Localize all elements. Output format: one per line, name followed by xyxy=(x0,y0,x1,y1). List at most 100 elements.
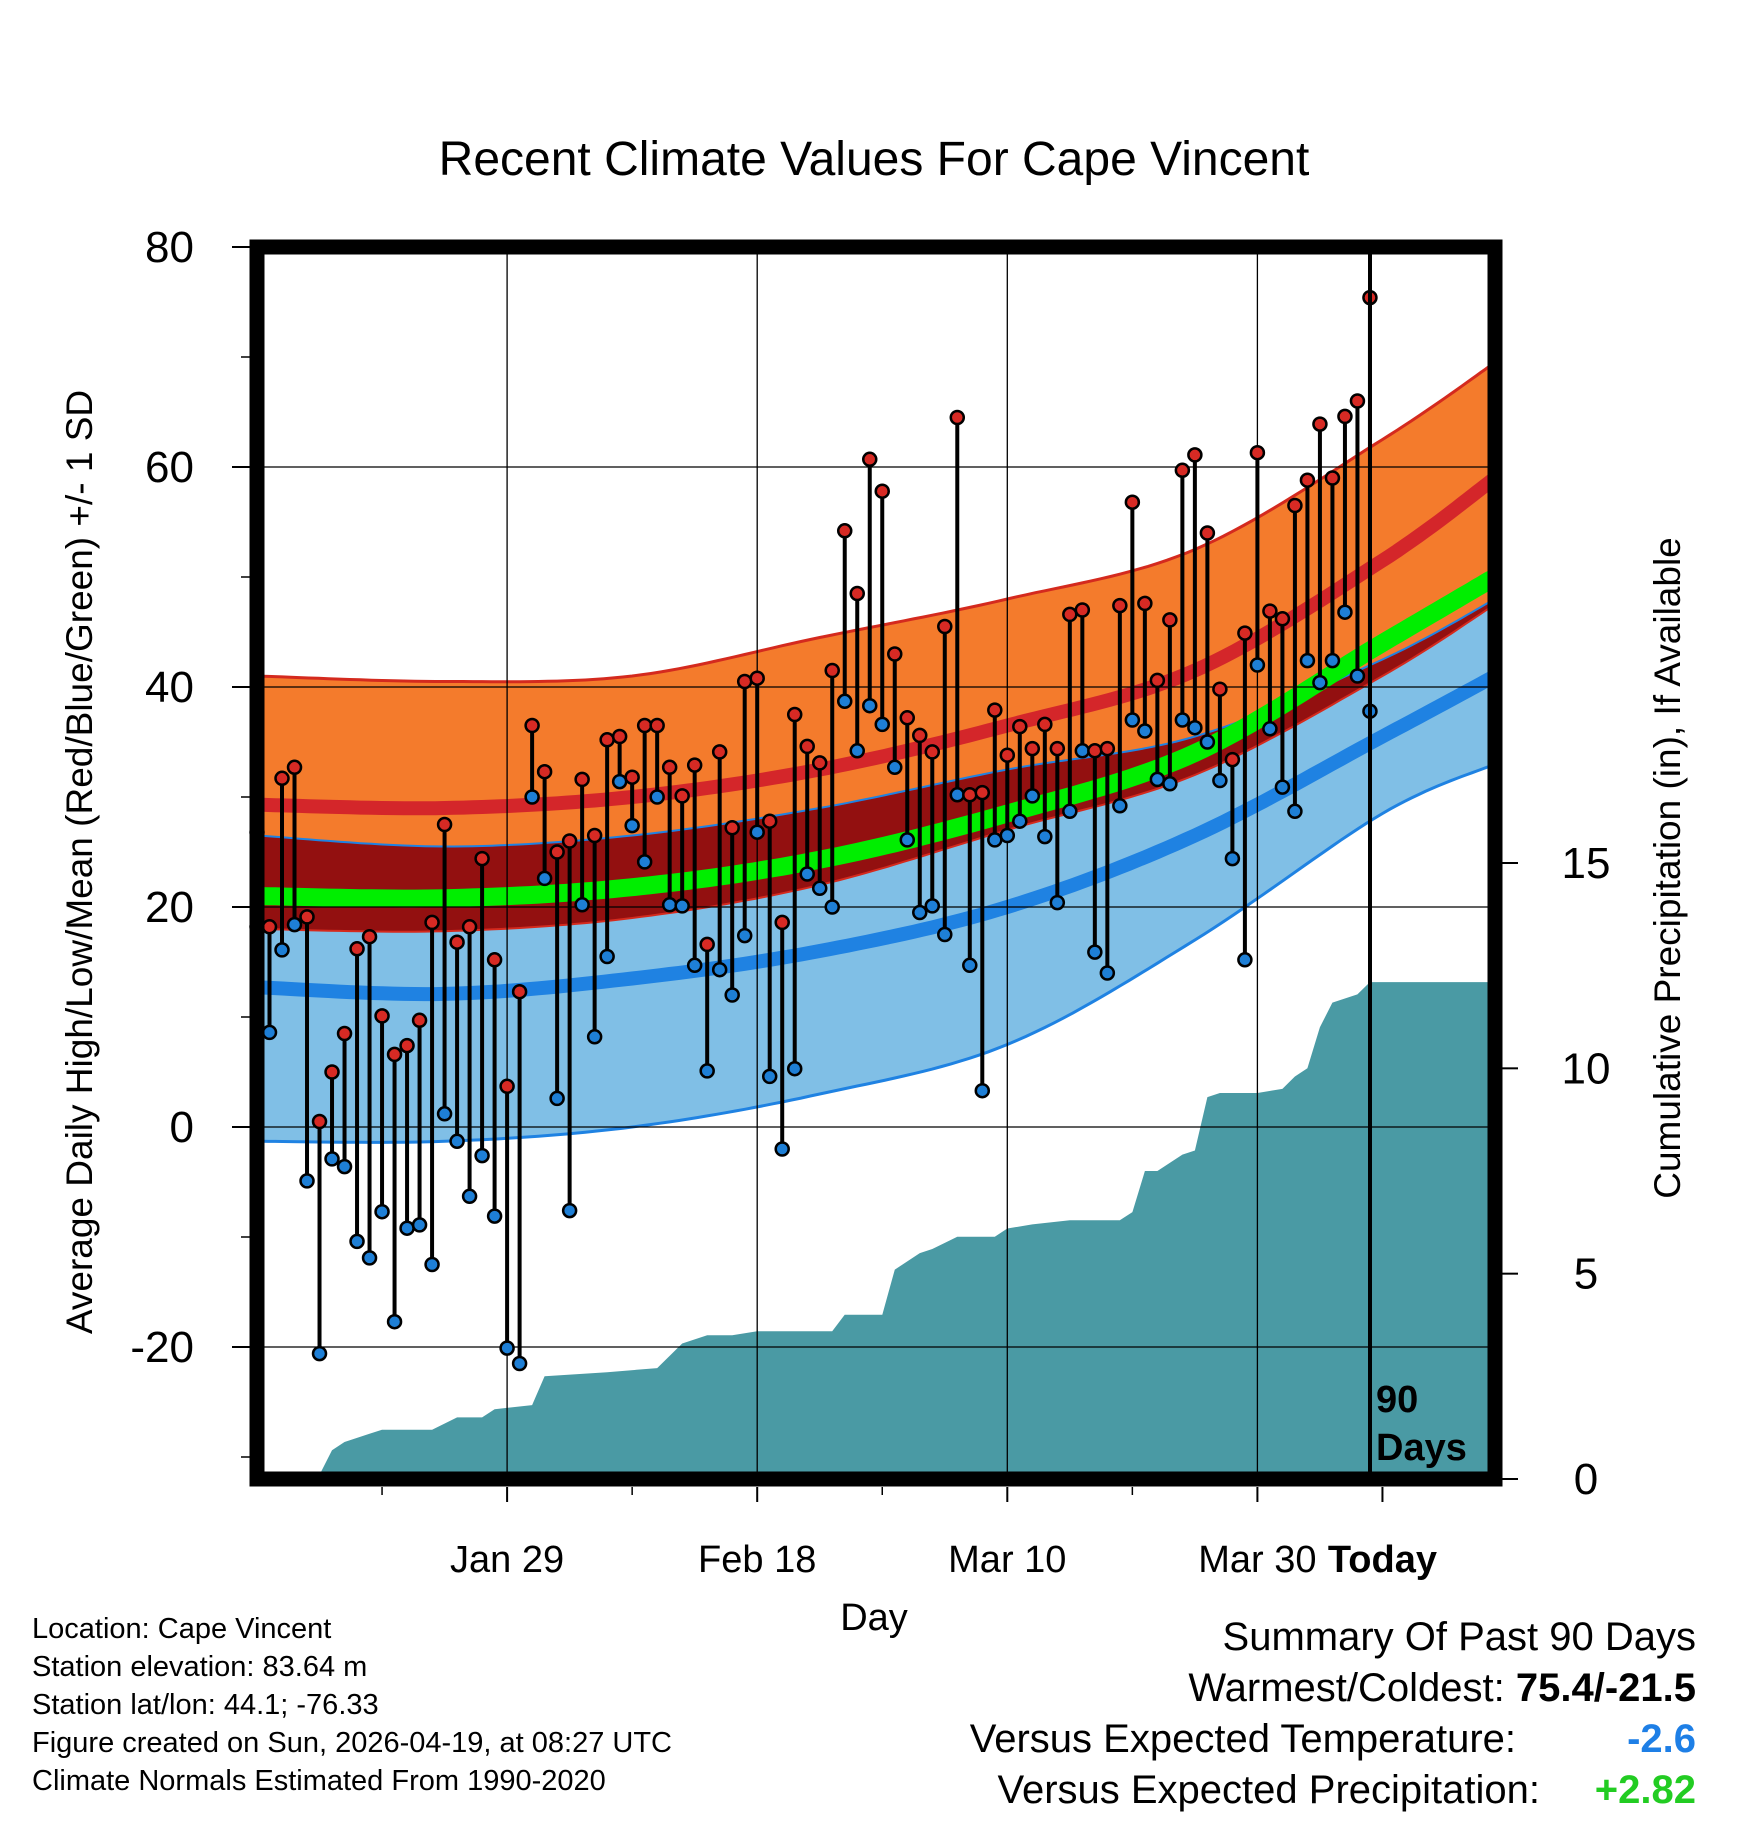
axes: 80 60 40 20 0 -20 0 5 10 15 Jan 29 Feb 18 Mar 10 Mar … xyxy=(130,223,1610,1581)
daily-low-point xyxy=(461,1188,478,1205)
daily-low-point xyxy=(661,897,678,913)
y2-tick-label: 0 xyxy=(1574,1455,1598,1504)
daily-low-point xyxy=(436,1106,453,1122)
daily-high-point xyxy=(474,850,490,867)
daily-low-point xyxy=(999,827,1016,844)
daily-low-point xyxy=(1049,894,1066,911)
daily-low-point xyxy=(962,957,978,974)
daily-high-point xyxy=(761,813,778,829)
daily-high-point xyxy=(674,788,690,804)
daily-high-point xyxy=(461,919,478,935)
daily-high-point xyxy=(411,1012,428,1029)
daily-high-point xyxy=(724,820,740,836)
daily-high-point xyxy=(987,702,1003,718)
daily-low-point xyxy=(824,899,840,915)
temp-anomaly-value: -2.6 xyxy=(1627,1717,1696,1761)
warmest-coldest-value: 75.4/-21.5 xyxy=(1515,1666,1696,1710)
daily-low-point xyxy=(549,1090,565,1107)
daily-high-point xyxy=(611,728,628,745)
daily-high-point xyxy=(636,717,653,734)
daily-low-point xyxy=(987,832,1003,848)
y-tick-label: 0 xyxy=(170,1103,194,1152)
daily-high-point xyxy=(574,771,590,788)
daily-high-point xyxy=(774,914,790,931)
elevation-text: Station elevation: 83.64 m xyxy=(32,1651,368,1683)
daily-high-point xyxy=(486,952,503,968)
daily-high-point xyxy=(962,787,978,803)
precipitation-area xyxy=(257,982,1495,1479)
daily-high-point xyxy=(511,983,528,1000)
daily-high-point xyxy=(336,1025,353,1042)
chart-title: Recent Climate Values For Cape Vincent xyxy=(439,133,1310,186)
daily-low-point xyxy=(536,870,553,887)
mean-overlap-band xyxy=(257,599,1495,932)
daily-high-point xyxy=(1149,672,1166,689)
daily-high-point xyxy=(836,523,853,539)
x-tick-label: Mar 30 xyxy=(1198,1539,1316,1581)
daily-high-point xyxy=(299,909,315,925)
temp-anomaly-row: Versus Expected Temperature: -2.6 xyxy=(970,1714,1696,1765)
daily-high-point xyxy=(824,662,840,679)
daily-high-point xyxy=(1062,606,1078,623)
daily-low-point xyxy=(736,927,753,944)
daily-high-point xyxy=(599,732,615,748)
daily-low-point xyxy=(836,693,853,710)
y-axis-label: Average Daily High/Low/Mean (Red/Blue/Gr… xyxy=(59,390,100,1334)
y2-tick-label: 15 xyxy=(1562,839,1611,888)
y-tick-label: -20 xyxy=(130,1323,194,1372)
x-tick-label: Feb 18 xyxy=(698,1539,816,1581)
daily-low-point xyxy=(524,789,540,805)
daily-low-point xyxy=(686,957,703,974)
daily-low-point xyxy=(949,787,966,803)
daily-high-point xyxy=(736,673,753,690)
daily-high-point xyxy=(861,451,878,468)
daily-low-point xyxy=(761,1068,778,1085)
daily-low-point xyxy=(624,817,640,834)
daily-low-point xyxy=(1224,850,1241,867)
daily-low-point xyxy=(699,1063,715,1079)
daily-low-point xyxy=(499,1340,515,1356)
daily-low-point xyxy=(799,866,815,882)
daily-low-point xyxy=(1199,734,1216,750)
daily-high-point xyxy=(1124,494,1141,510)
daily-high-point xyxy=(999,747,1016,763)
x-axis-label: Day xyxy=(840,1597,908,1639)
daily-high-point xyxy=(849,585,865,602)
daily-high-point xyxy=(1249,444,1266,461)
daily-high-point xyxy=(536,763,553,780)
daily-high-point xyxy=(699,936,715,953)
daily-high-point xyxy=(924,744,941,760)
daily-high-point xyxy=(874,483,891,499)
daily-high-point xyxy=(711,744,728,760)
daily-high-point xyxy=(1337,408,1353,425)
daily-low-point xyxy=(1212,772,1228,789)
daily-low-point xyxy=(674,898,690,914)
daily-low-point xyxy=(1249,657,1266,673)
low-normal-line xyxy=(256,669,1497,1002)
daily-low-point xyxy=(786,1060,803,1077)
precip-anomaly-value: +2.82 xyxy=(1594,1768,1696,1812)
daily-low-point xyxy=(974,1082,991,1099)
daily-high-point xyxy=(1174,462,1191,479)
warmest-coldest-row: Warmest/Coldest: 75.4/-21.5 xyxy=(970,1663,1696,1714)
daily-high-point xyxy=(1324,470,1341,486)
daily-low-point xyxy=(861,697,878,714)
station-info: Location: Cape Vincent Station elevation… xyxy=(32,1610,672,1800)
daily-low-point xyxy=(574,897,590,913)
daily-low-point xyxy=(511,1355,528,1372)
daily-high-point xyxy=(937,618,953,635)
daily-high-point xyxy=(424,914,440,931)
daily-high-point xyxy=(686,757,703,773)
y2-axis-label: Cumulative Precipitation (in), If Availa… xyxy=(1647,537,1688,1199)
daily-high-point xyxy=(887,646,903,662)
x-tick-label: Jan 29 xyxy=(450,1539,564,1581)
daily-low-point xyxy=(1037,828,1053,845)
today-label-days-count: 90 xyxy=(1376,1379,1418,1421)
daily-low-point xyxy=(749,824,765,840)
daily-high-point xyxy=(449,934,465,950)
today-label-days-word: Days xyxy=(1376,1427,1467,1469)
daily-low-point xyxy=(561,1202,578,1219)
daily-low-point xyxy=(311,1345,328,1362)
location-text: Location: Cape Vincent xyxy=(32,1613,332,1645)
